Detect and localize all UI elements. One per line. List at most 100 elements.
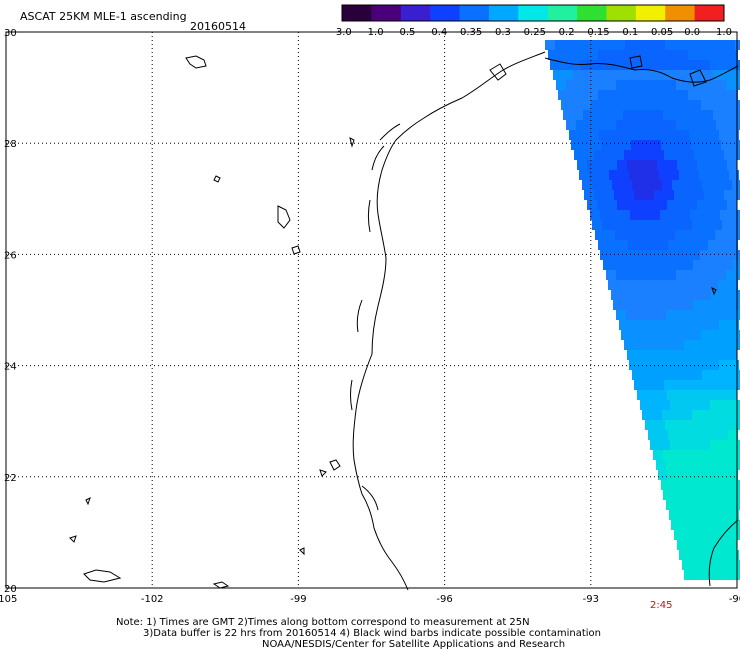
swath-cell — [636, 120, 646, 130]
swath-cell — [678, 280, 688, 290]
pass-time-label: 2:45 — [650, 600, 673, 611]
swath-cell — [695, 420, 705, 430]
swath-cell — [656, 270, 666, 280]
swath-cell — [653, 260, 663, 270]
swath-cell — [729, 550, 739, 560]
swath-cell — [677, 390, 687, 400]
swath-cell — [606, 80, 616, 90]
swath-cell — [658, 50, 668, 60]
swath-cell — [624, 190, 634, 200]
swath-cell — [706, 80, 716, 90]
swath-cell — [653, 300, 663, 310]
swath-cell — [730, 210, 740, 220]
swath-cell — [736, 310, 740, 320]
swath-cell — [639, 170, 649, 180]
swath-cell — [699, 510, 709, 520]
swath-cell — [674, 190, 684, 200]
swath-cell — [715, 230, 725, 240]
swath-cell — [698, 430, 708, 440]
swath-cell — [708, 240, 718, 250]
swath-cell — [679, 130, 689, 140]
swath-cell — [701, 290, 711, 300]
swath-cell — [721, 290, 731, 300]
colorbar-frame — [341, 4, 725, 22]
swath-cell — [591, 100, 601, 110]
swath-cell — [703, 490, 713, 500]
swath-cell — [731, 480, 740, 490]
swath-cell — [611, 140, 621, 150]
swath-cell — [664, 380, 674, 390]
swath-cell — [718, 470, 728, 480]
swath-cell — [565, 40, 575, 50]
swath-cell — [707, 390, 717, 400]
swath-cell — [708, 90, 718, 100]
swath-cell — [620, 210, 630, 220]
swath-cell — [573, 110, 583, 120]
swath-cell — [701, 520, 711, 530]
swath-cell — [672, 180, 682, 190]
swath-cell — [630, 250, 640, 260]
swath-cell — [582, 180, 592, 190]
swath-cell — [602, 220, 612, 230]
swath-cell — [667, 200, 677, 210]
swath-cell — [673, 490, 683, 500]
swath-cell — [627, 350, 637, 360]
swath-cell — [648, 280, 658, 290]
swath-cell — [699, 130, 709, 140]
swath-cell — [558, 90, 568, 100]
swath-cell — [650, 250, 660, 260]
swath-cell — [576, 80, 586, 90]
swath-cell — [726, 120, 736, 130]
swath-cell — [660, 250, 670, 260]
lat-tick-label: 26 — [4, 250, 17, 261]
swath-cell — [713, 70, 723, 80]
swath-cell — [640, 400, 650, 410]
swath-cell — [607, 200, 617, 210]
lon-tick-label: -105 — [0, 594, 17, 605]
swath-cell — [716, 460, 726, 470]
swath-cell — [696, 500, 706, 510]
note-line-2: 3)Data buffer is 22 hrs from 20160514 4)… — [143, 628, 601, 639]
swath-cell — [628, 280, 638, 290]
swath-cell — [701, 330, 711, 340]
swath-cell — [726, 80, 736, 90]
swath-cell — [662, 410, 672, 420]
swath-cell — [627, 160, 637, 170]
swath-cell — [680, 60, 690, 70]
swath-cell — [684, 340, 694, 350]
swath-cell — [663, 300, 673, 310]
swath-cell — [629, 320, 639, 330]
swath-cell — [667, 160, 677, 170]
swath-cell — [660, 210, 670, 220]
swath-cell — [671, 100, 681, 110]
swath-cell — [695, 230, 705, 240]
swath-cell — [690, 400, 700, 410]
swath-cell — [675, 40, 685, 50]
swath-cell — [597, 200, 607, 210]
swath-cell — [579, 170, 589, 180]
swath-cell — [718, 430, 728, 440]
swath-cell — [675, 230, 685, 240]
coastline — [352, 51, 546, 591]
swath-cell — [616, 270, 626, 280]
swath-cell — [662, 220, 672, 230]
swath-cell — [594, 190, 604, 200]
swath-cell — [727, 540, 737, 550]
swath-cell — [681, 480, 691, 490]
swath-cell — [728, 470, 738, 480]
swath-cell — [678, 470, 688, 480]
swath-cell — [669, 320, 679, 330]
swath-cell — [545, 40, 555, 50]
swath-cell — [698, 470, 708, 480]
swath-cell — [593, 70, 603, 80]
swath-cell — [673, 300, 683, 310]
swath-cell — [642, 370, 652, 380]
swath-cell — [711, 290, 721, 300]
swath-cell — [673, 260, 683, 270]
swath-cell — [665, 40, 675, 50]
swath-cell — [598, 50, 608, 60]
swath-cell — [605, 40, 615, 50]
swath-cell — [693, 490, 703, 500]
swath-cell — [704, 380, 714, 390]
colorbar-segment — [342, 5, 372, 21]
